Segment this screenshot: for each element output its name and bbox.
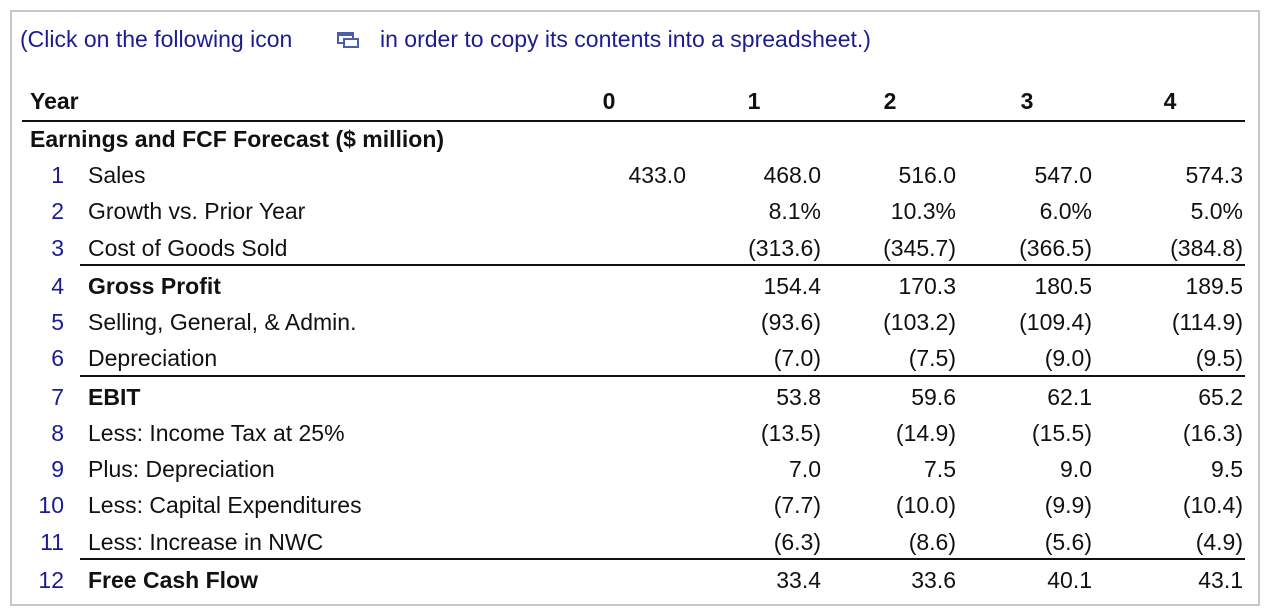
cell: (114.9) <box>1171 309 1243 335</box>
cell: (7.7) <box>773 492 821 518</box>
column-header: 1 <box>747 88 761 114</box>
section-title: Earnings and FCF Forecast ($ million) <box>30 126 445 152</box>
cell: 59.6 <box>911 384 956 410</box>
cell: 574.3 <box>1185 162 1243 188</box>
row-rule <box>22 120 1245 122</box>
cell: 53.8 <box>776 384 821 410</box>
cell: 189.5 <box>1185 273 1243 299</box>
row-label: Cost of Goods Sold <box>88 235 288 261</box>
row-label: Growth vs. Prior Year <box>88 198 306 224</box>
cell: (5.6) <box>1044 529 1092 555</box>
row-number: 11 <box>40 529 64 555</box>
row-number: 12 <box>38 567 64 593</box>
cell: (9.9) <box>1044 492 1092 518</box>
row-rule <box>80 558 1245 560</box>
cell: 10.3% <box>890 198 956 224</box>
row-number: 3 <box>51 235 64 261</box>
row-number: 8 <box>51 420 64 446</box>
row-label: Depreciation <box>88 345 218 371</box>
cell: (6.3) <box>773 529 821 555</box>
row-number: 6 <box>51 345 64 371</box>
row-number: 5 <box>51 309 64 335</box>
cell: (10.4) <box>1182 492 1243 518</box>
panel <box>10 10 1260 606</box>
row-label: Sales <box>88 162 146 188</box>
cell: 40.1 <box>1047 567 1092 593</box>
row-label: Plus: Depreciation <box>88 456 275 482</box>
cell: (15.5) <box>1031 420 1092 446</box>
column-header: 0 <box>602 88 616 114</box>
instruction: (Click on the following icon <box>20 26 293 52</box>
row-label: Less: Increase in NWC <box>88 529 324 555</box>
cell: 7.5 <box>924 456 956 482</box>
cell: 9.5 <box>1211 456 1243 482</box>
row-label: EBIT <box>88 384 141 410</box>
row-label: Less: Capital Expenditures <box>88 492 362 518</box>
cell: (345.7) <box>883 235 956 261</box>
row-rule <box>80 264 1245 266</box>
cell: (9.5) <box>1195 345 1243 371</box>
cell: (9.0) <box>1044 345 1092 371</box>
column-header: 2 <box>883 88 897 114</box>
cell: 9.0 <box>1060 456 1092 482</box>
row-number: 10 <box>38 492 64 518</box>
cell: 62.1 <box>1047 384 1092 410</box>
cell: (13.5) <box>760 420 821 446</box>
cell: 33.4 <box>776 567 821 593</box>
row-number: 2 <box>51 198 64 224</box>
column-header: 4 <box>1163 88 1177 114</box>
cell: 547.0 <box>1034 162 1092 188</box>
cell: (10.0) <box>895 492 956 518</box>
cell: (313.6) <box>748 235 821 261</box>
cell: (8.6) <box>908 529 956 555</box>
cell: 33.6 <box>911 567 956 593</box>
cell: (14.9) <box>895 420 956 446</box>
cell: 8.1% <box>768 198 821 224</box>
copy-icon[interactable] <box>336 30 360 50</box>
cell: (93.6) <box>760 309 821 335</box>
cell: 154.4 <box>763 273 821 299</box>
cell: 65.2 <box>1198 384 1243 410</box>
column-header: 3 <box>1020 88 1034 114</box>
cell: 6.0% <box>1039 198 1092 224</box>
row-number: 4 <box>51 273 64 299</box>
cell: (7.0) <box>773 345 821 371</box>
header-label: Year <box>30 88 79 114</box>
cell: 170.3 <box>898 273 956 299</box>
cell: 7.0 <box>789 456 821 482</box>
row-label: Free Cash Flow <box>88 567 258 593</box>
cell: (109.4) <box>1019 309 1092 335</box>
row-number: 7 <box>51 384 64 410</box>
cell: 468.0 <box>763 162 821 188</box>
cell: 516.0 <box>898 162 956 188</box>
cell: (4.9) <box>1195 529 1243 555</box>
cell: (366.5) <box>1019 235 1092 261</box>
cell: 433.0 <box>628 162 686 188</box>
cell: (7.5) <box>908 345 956 371</box>
row-label: Gross Profit <box>88 273 221 299</box>
row-rule <box>80 375 1245 377</box>
cell: 180.5 <box>1034 273 1092 299</box>
row-label: Less: Income Tax at 25% <box>88 420 345 446</box>
cell: 5.0% <box>1190 198 1243 224</box>
instruction: in order to copy its contents into a spr… <box>380 26 871 52</box>
cell: (16.3) <box>1182 420 1243 446</box>
row-number: 9 <box>51 456 64 482</box>
cell: 43.1 <box>1198 567 1243 593</box>
row-number: 1 <box>51 162 64 188</box>
cell: (103.2) <box>883 309 956 335</box>
row-label: Selling, General, & Admin. <box>88 309 357 335</box>
cell: (384.8) <box>1170 235 1243 261</box>
